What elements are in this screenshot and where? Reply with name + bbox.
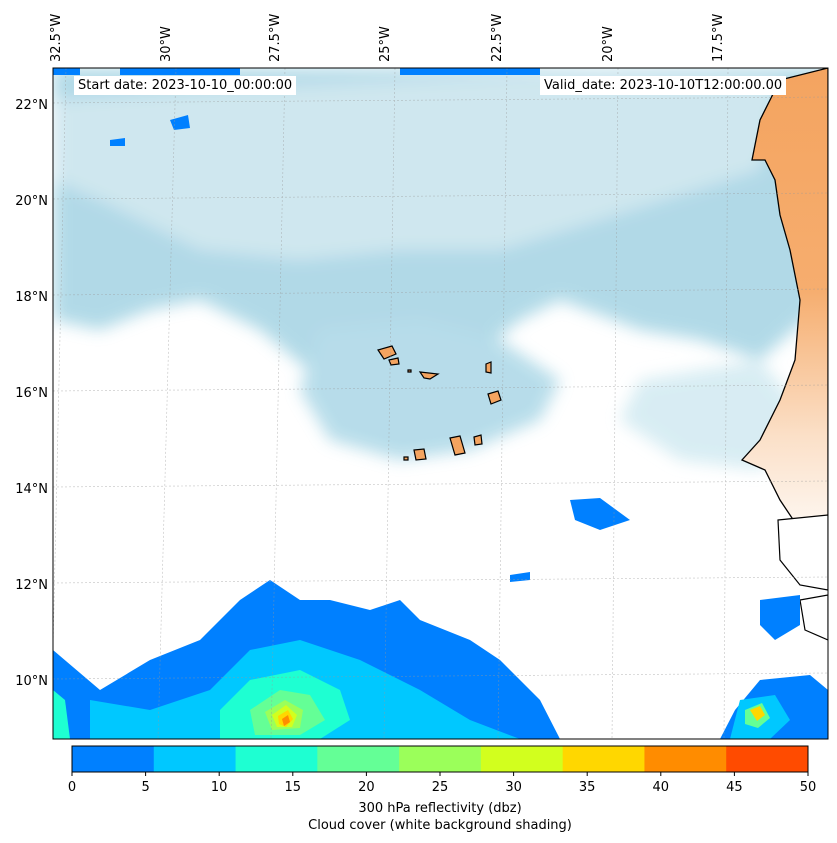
colorbar: [71, 745, 809, 776]
latitude-tick-label: 18°N: [15, 290, 48, 305]
latitude-tick-label: 14°N: [15, 482, 48, 497]
longitude-tick-label: 17.5°W: [711, 13, 726, 62]
valid-date-label: Valid_date: 2023-10-10T12:00:00.00: [540, 76, 787, 95]
start-date-label: Start date: 2023-10-10_00:00:00: [74, 76, 297, 95]
colorbar-tick-label: 10: [210, 780, 228, 795]
colorbar-tick-label: 35: [578, 780, 596, 795]
colorbar-label-line2: Cloud cover (white background shading): [308, 818, 572, 833]
colorbar-tick-label: 0: [67, 780, 77, 795]
colorbar-tick-label: 50: [799, 780, 817, 795]
longitude-tick-label: 20°W: [601, 26, 616, 62]
colorbar-segment: [72, 746, 155, 772]
colorbar-tick-label: 20: [358, 780, 375, 795]
colorbar-tick-label: 40: [652, 780, 670, 795]
cape-verde-islands: [377, 345, 502, 461]
colorbar-segment: [317, 746, 400, 772]
colorbar-label-line1: 300 hPa reflectivity (dbz): [358, 801, 522, 816]
colorbar-tick-label: 45: [726, 780, 743, 795]
longitude-tick-label: 27.5°W: [268, 13, 283, 62]
colorbar-segment: [399, 746, 482, 772]
colorbar-segment: [644, 746, 727, 772]
colorbar-tick-label: 5: [141, 780, 150, 795]
latitude-tick-label: 12°N: [15, 578, 48, 593]
colorbar-tick-label: 25: [431, 780, 449, 795]
colorbar-segment: [726, 746, 809, 772]
colorbar-tick-label: 30: [505, 780, 522, 795]
reflectivity-contours: [53, 68, 828, 739]
colorbar-segment: [480, 746, 564, 772]
latitude-tick-label: 22°N: [15, 98, 48, 113]
cloud-cover-shading: [53, 68, 828, 470]
longitude-tick-label: 22.5°W: [490, 13, 505, 62]
colorbar-segment: [153, 746, 237, 772]
longitude-tick-label: 32.5°W: [49, 13, 64, 62]
graticule: [53, 68, 828, 739]
latitude-tick-label: 10°N: [15, 674, 48, 689]
colorbar-segment: [562, 746, 645, 772]
longitude-tick-label: 25°W: [378, 26, 393, 62]
colorbar-tick-label: 15: [284, 780, 302, 795]
latitude-tick-label: 20°N: [15, 194, 48, 209]
latitude-tick-label: 16°N: [15, 386, 48, 401]
longitude-tick-label: 30°W: [159, 26, 174, 62]
map-area: [53, 68, 828, 739]
colorbar-segment: [235, 746, 318, 772]
